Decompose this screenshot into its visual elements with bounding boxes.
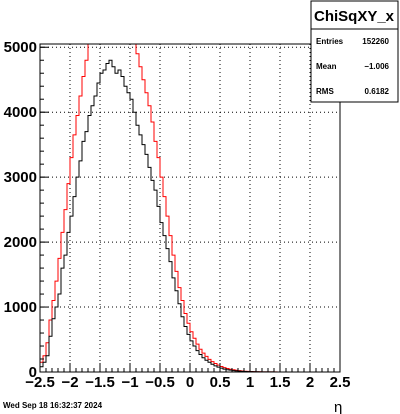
stats-box-frame — [310, 0, 399, 103]
stats-mean-label: Mean — [316, 62, 337, 71]
y-tick-label: 2000 — [4, 234, 37, 251]
x-axis-title: η — [334, 399, 342, 414]
stats-rms-value: 0.6182 — [365, 87, 390, 96]
timestamp-footer: Wed Sep 18 16:32:37 2024 — [3, 401, 103, 410]
y-tick-label: 3000 — [4, 169, 37, 186]
x-tick-label: 2 — [306, 374, 314, 391]
axis-ticks — [39, 46, 341, 373]
x-tick-labels: −2.5 −2 −1.5 −1 −0.5 0 0.5 1 1.5 2 2.5 — [25, 374, 350, 391]
y-tick-label: 5000 — [4, 39, 37, 56]
x-tick-label: 0 — [186, 374, 194, 391]
histogram-black-series — [40, 59, 283, 372]
x-tick-label: 1.5 — [270, 374, 291, 391]
stats-mean-value: −1.006 — [364, 62, 389, 71]
x-tick-label: 2.5 — [330, 374, 351, 391]
x-tick-label: −2 — [61, 374, 78, 391]
stats-box: ChiSqXY_x Entries 152260 Mean −1.006 RMS… — [310, 0, 399, 103]
y-tick-label: 0 — [29, 364, 37, 381]
y-tick-labels: 0 1000 2000 3000 4000 5000 — [4, 39, 37, 381]
x-tick-label: −1.5 — [85, 374, 115, 391]
x-tick-label: −0.5 — [145, 374, 175, 391]
stats-entries-label: Entries — [316, 37, 344, 46]
y-tick-label: 1000 — [4, 299, 37, 316]
x-tick-label: −1 — [121, 374, 138, 391]
x-tick-label: 0.5 — [210, 374, 231, 391]
x-tick-label: 1 — [246, 374, 254, 391]
stats-rms-label: RMS — [316, 87, 334, 96]
y-tick-label: 4000 — [4, 104, 37, 121]
stats-title: ChiSqXY_x — [314, 8, 395, 25]
x-tick-label: −2.5 — [25, 374, 55, 391]
histogram-series — [40, 44, 283, 372]
stats-entries-value: 152260 — [362, 37, 389, 46]
